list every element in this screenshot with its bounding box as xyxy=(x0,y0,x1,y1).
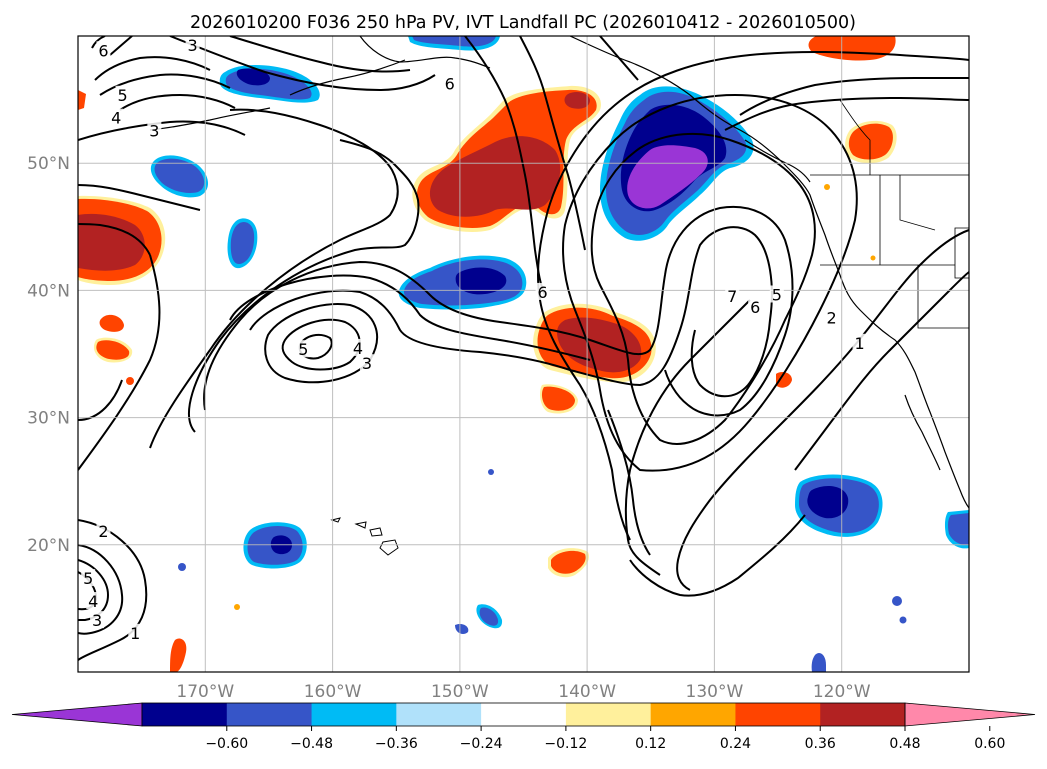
colorbar-segment xyxy=(565,703,652,726)
contour-label-bg xyxy=(185,36,200,54)
contour-label-bg xyxy=(147,121,162,139)
colorbar-extend-max xyxy=(904,702,1036,727)
colorbar-segment xyxy=(311,703,397,726)
colorbar-tick-labels: −0.60 −0.48 −0.36 −0.24 −0.12 0.12 0.24 0.36 0.4… xyxy=(205,726,1005,752)
contour-label: 5 xyxy=(117,86,127,105)
contour-label-bg xyxy=(96,522,111,540)
contour-label: 2 xyxy=(826,308,836,327)
colorbar-tick-label: 0.12 xyxy=(635,736,666,752)
contour-label-bg xyxy=(115,85,130,103)
lon-tick-label: 120°W xyxy=(813,682,871,702)
colorbar-extend-min xyxy=(11,702,143,727)
contour-label: 1 xyxy=(854,334,864,353)
colorbar-outline xyxy=(141,702,906,727)
contour-label-bg xyxy=(769,285,784,303)
contour-label: 4 xyxy=(88,592,98,611)
contour-label: 3 xyxy=(362,354,372,373)
contour-label-bg xyxy=(535,282,550,300)
lat-tick-label: 30°N xyxy=(27,409,70,429)
contour-label: 2 xyxy=(98,522,108,541)
contour-label: 3 xyxy=(149,121,159,140)
contour-label: 6 xyxy=(750,298,760,317)
colorbar-segment xyxy=(735,703,821,726)
lat-tick-label: 20°N xyxy=(27,536,70,556)
colorbar-tick-label: −0.60 xyxy=(205,736,248,752)
contour-label: 5 xyxy=(298,340,308,359)
borders xyxy=(810,99,969,329)
contour-label-bg xyxy=(359,354,374,372)
contour-label: 4 xyxy=(111,109,121,128)
colorbar-segment xyxy=(820,703,906,726)
contour-label-bg xyxy=(351,338,366,356)
gridlines xyxy=(78,36,969,672)
contour-label: 3 xyxy=(92,611,102,630)
contour-label-bg xyxy=(296,340,311,358)
map-frame xyxy=(77,35,970,673)
contour-label-bg xyxy=(90,611,105,629)
colorbar-tick-label: 0.60 xyxy=(974,736,1005,752)
contour-label-bg xyxy=(442,74,457,92)
contour-label: 6 xyxy=(98,41,108,60)
hawaii-islands xyxy=(330,517,399,556)
contour-label-bg xyxy=(824,308,839,326)
colorbar-segment xyxy=(226,703,313,726)
lon-tick-label: 160°W xyxy=(304,682,362,702)
contour-label: 3 xyxy=(187,36,197,55)
lat-tick-label: 40°N xyxy=(27,281,70,301)
contour-label: 5 xyxy=(83,569,93,588)
contour-label-bg xyxy=(96,41,111,59)
contour-label-bg xyxy=(86,592,101,610)
contour-label-bg xyxy=(852,333,867,351)
colorbar-segment xyxy=(142,703,228,726)
contour-label: 7 xyxy=(727,287,737,306)
colorbar-segment xyxy=(396,703,482,726)
lon-tick-label: 140°W xyxy=(558,682,616,702)
colorbar-tick-label: −0.24 xyxy=(460,736,503,752)
contour-label-bg xyxy=(128,623,143,641)
colorbar-tick-label: 0.48 xyxy=(889,736,920,752)
contour-label: 1 xyxy=(130,624,140,643)
colorbar-segment xyxy=(481,703,567,726)
contour-label-bg xyxy=(725,286,740,304)
latitude-labels: 20°N 30°N 40°N 50°N xyxy=(27,154,70,556)
longitude-labels: 170°W 160°W 150°W 140°W 130°W 120°W xyxy=(176,682,870,702)
contour-label-bg xyxy=(109,108,124,126)
lon-tick-label: 130°W xyxy=(686,682,744,702)
contour-label-bg xyxy=(81,569,96,587)
chart-title: 2026010200 F036 250 hPa PV, IVT Landfall… xyxy=(190,13,856,33)
contour-label-bg xyxy=(748,298,763,316)
lon-tick-label: 150°W xyxy=(431,682,489,702)
colorbar-tick-label: −0.48 xyxy=(290,736,333,752)
contour-label: 6 xyxy=(445,74,455,93)
lon-tick-label: 170°W xyxy=(176,682,234,702)
lat-tick-label: 50°N xyxy=(27,154,70,174)
colorbar-tick-label: −0.12 xyxy=(544,736,587,752)
contour-label: 5 xyxy=(772,285,782,304)
contour-label: 4 xyxy=(353,339,363,358)
contour-label: 6 xyxy=(537,283,547,302)
colorbar-segment xyxy=(650,703,736,726)
colorbar-tick-label: 0.24 xyxy=(720,736,751,752)
colorbar-tick-label: 0.36 xyxy=(805,736,836,752)
colorbar xyxy=(11,702,1036,727)
colorbar-tick-label: −0.36 xyxy=(375,736,418,752)
